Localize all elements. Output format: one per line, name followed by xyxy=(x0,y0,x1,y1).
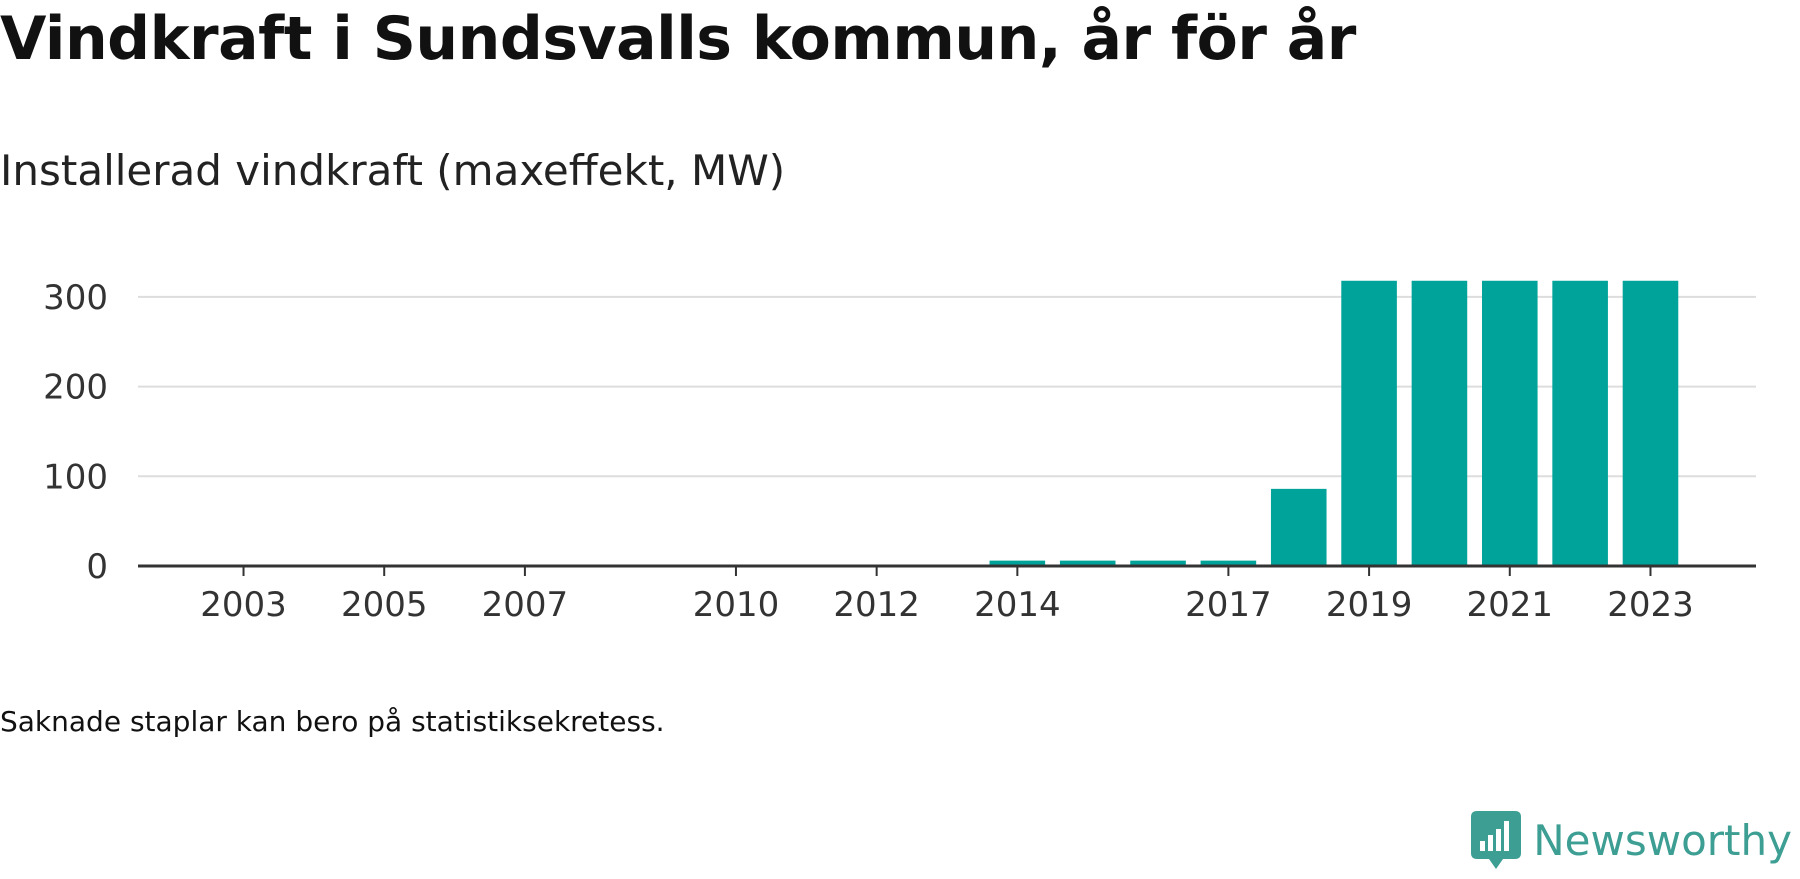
bar-2019 xyxy=(1341,280,1397,566)
y-tick-label-300: 300 xyxy=(43,278,108,318)
x-tick-label-2007: 2007 xyxy=(482,585,569,625)
bars xyxy=(989,280,1679,566)
brand-logo: Newsworthy xyxy=(1471,811,1792,869)
bar-chart: 0 100 200 300 2003 2005 2007 2010 2012 2014 2017 20… xyxy=(43,278,1756,625)
bar-2016 xyxy=(1130,560,1186,566)
brand-name: Newsworthy xyxy=(1533,815,1792,865)
bar-2017 xyxy=(1200,560,1257,566)
y-tick-label-0: 0 xyxy=(86,547,108,587)
x-tick-label-2019: 2019 xyxy=(1326,585,1413,625)
chart-title: Vindkraft i Sundsvalls kommun, år för år xyxy=(0,4,1356,74)
bar-2022 xyxy=(1552,280,1608,566)
axes xyxy=(138,564,1756,576)
x-tick-label-2014: 2014 xyxy=(974,585,1061,625)
x-tick-label-2003: 2003 xyxy=(200,585,287,625)
x-tick-label-2010: 2010 xyxy=(693,585,780,625)
bar-2015 xyxy=(1059,560,1116,566)
y-tick-label-200: 200 xyxy=(43,368,108,408)
x-tick-label-2017: 2017 xyxy=(1185,585,1272,625)
x-tick-label-2005: 2005 xyxy=(341,585,428,625)
bar-2014 xyxy=(989,560,1046,566)
tick-labels: 0 100 200 300 2003 2005 2007 2010 2012 2014 2017 20… xyxy=(43,278,1694,625)
bar-2020 xyxy=(1411,280,1468,566)
bar-2018 xyxy=(1270,488,1327,566)
chart-subtitle: Installerad vindkraft (maxeffekt, MW) xyxy=(0,146,786,195)
newsworthy-logo-icon xyxy=(1471,811,1522,869)
bar-2023 xyxy=(1622,280,1679,566)
x-tick-label-2021: 2021 xyxy=(1467,585,1554,625)
bar-2021 xyxy=(1481,280,1538,566)
x-tick-label-2023: 2023 xyxy=(1607,585,1694,625)
footnote: Saknade staplar kan bero på statistiksek… xyxy=(0,705,665,738)
x-tick-label-2012: 2012 xyxy=(833,585,920,625)
y-tick-label-100: 100 xyxy=(43,457,108,497)
